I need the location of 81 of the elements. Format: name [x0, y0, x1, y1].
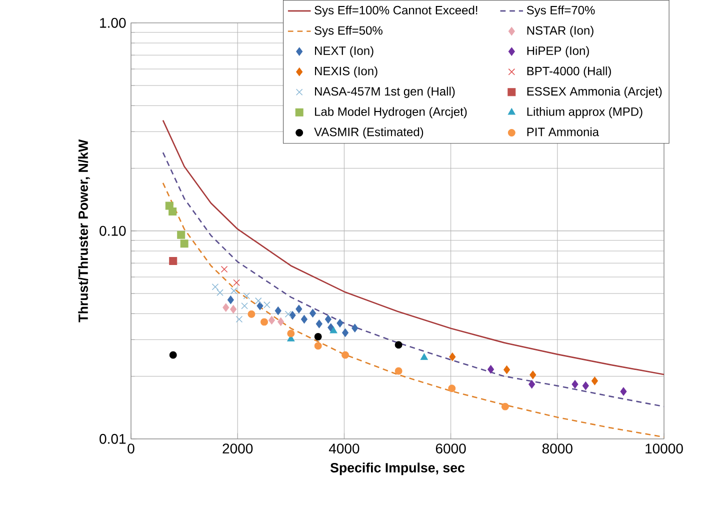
legend-label: BPT-4000 (Hall) — [527, 66, 611, 78]
x-tick-label: 4000 — [328, 444, 360, 454]
point — [352, 324, 358, 332]
legend-label: HiPEP (Ion) — [527, 46, 589, 58]
point — [284, 310, 292, 318]
point — [449, 352, 456, 362]
point — [230, 305, 237, 314]
point — [220, 266, 228, 273]
y-axis-title: Thrust/Thruster Power, N/kW — [78, 139, 90, 322]
point — [342, 328, 349, 338]
point — [488, 365, 494, 374]
point — [268, 316, 275, 325]
point — [394, 341, 402, 349]
line-series — [162, 120, 664, 376]
point — [342, 351, 350, 359]
point — [254, 297, 262, 304]
point — [591, 376, 598, 386]
point — [314, 333, 322, 340]
point — [287, 330, 295, 338]
legend-label: NEXIS (Ion) — [315, 66, 378, 78]
line-series — [162, 152, 664, 408]
x-tick-label: 2000 — [222, 444, 253, 454]
point — [241, 302, 248, 310]
legend-label: NEXT (Ion) — [315, 46, 374, 58]
legend-label: Sys Eff=100% Cannot Exceed! — [314, 6, 478, 17]
line-series — [162, 182, 664, 438]
point — [528, 380, 536, 389]
x-tick-label: 8000 — [542, 444, 572, 454]
point — [177, 230, 186, 239]
point — [582, 382, 589, 390]
point — [314, 342, 322, 350]
point — [233, 279, 240, 286]
legend-label: PIT Ammonia — [527, 127, 600, 136]
x-axis-title: Specific Impulse, sec — [330, 462, 465, 476]
point — [243, 292, 250, 300]
point — [256, 302, 264, 310]
point — [222, 303, 230, 312]
point — [248, 310, 256, 318]
legend-label: Sys Eff=50% — [314, 26, 382, 38]
point — [274, 306, 282, 316]
point — [168, 208, 177, 216]
legend-label: ESSEX Ammonia (Arcjet) — [527, 86, 662, 98]
legend-label: Sys Eff=70% — [526, 6, 595, 17]
point — [530, 370, 536, 380]
point — [448, 384, 456, 392]
y-tick-label: 0.10 — [100, 226, 126, 236]
point — [501, 402, 509, 410]
point — [336, 318, 344, 328]
point — [169, 257, 178, 266]
legend-label: NSTAR (Ion) — [527, 26, 594, 38]
point — [278, 317, 284, 326]
point — [330, 326, 338, 334]
legend-label: VASMIR (Estimated) — [314, 127, 424, 139]
x-tick-label: 0 — [128, 444, 134, 454]
point — [296, 304, 302, 314]
point — [260, 318, 268, 326]
point — [216, 289, 224, 296]
x-tick-label: 10000 — [646, 444, 683, 454]
legend-label: Lab Model Hydrogen (Arcjet) — [315, 107, 467, 118]
legend-label: NASA-457M 1st gen (Hall) — [315, 86, 455, 98]
point — [230, 287, 238, 294]
point — [316, 320, 322, 328]
y-tick-label: 0.01 — [100, 434, 126, 444]
legend-label: Lithium approx (MPD) — [527, 107, 642, 118]
y-tick-label: 1.00 — [100, 18, 126, 28]
point — [620, 387, 627, 396]
point — [324, 315, 332, 324]
point — [264, 301, 270, 308]
point — [300, 315, 308, 324]
point — [504, 366, 510, 374]
point — [236, 316, 243, 323]
point — [289, 311, 296, 320]
point — [420, 353, 428, 360]
point — [180, 240, 188, 248]
point — [572, 380, 578, 389]
point — [169, 351, 177, 359]
point — [212, 284, 219, 290]
point — [394, 367, 402, 375]
point — [309, 308, 316, 318]
point — [227, 296, 234, 304]
x-tick-label: 6000 — [436, 444, 466, 454]
